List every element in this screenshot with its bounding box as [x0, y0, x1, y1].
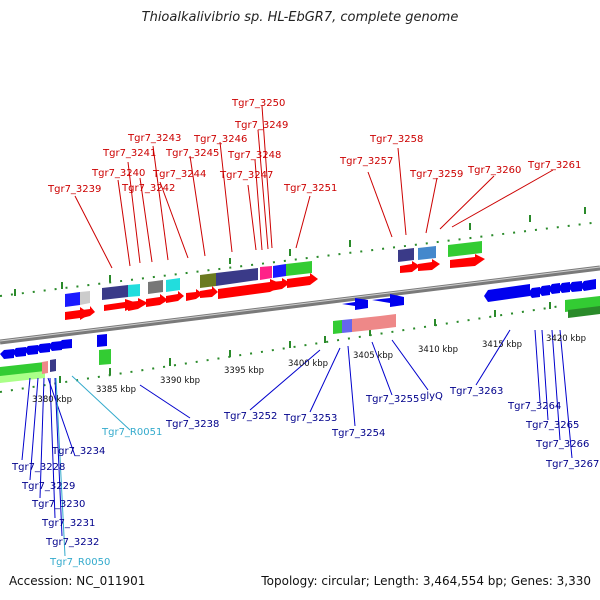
- gene-label: Tgr7_3230: [31, 499, 85, 510]
- kbp-label: 3380 kbp: [32, 395, 72, 405]
- map-title: Thioalkalivibrio sp. HL-EbGR7, complete …: [141, 10, 459, 25]
- kbp-labels: 3380 kbp 3385 kbp 3390 kbp 3395 kbp 3400…: [32, 334, 586, 405]
- bottom-label-connectors: [21, 329, 573, 537]
- top-gene-labels: Tgr7_3250 Tgr7_3249 Tgr7_3243 Tgr7_3246 …: [47, 98, 581, 195]
- gene-label: Tgr7_3234: [51, 446, 105, 457]
- kbp-label: 3405 kbp: [353, 351, 393, 361]
- gene-label: Tgr7_3253: [283, 413, 337, 424]
- kbp-label: 3410 kbp: [418, 345, 458, 355]
- ruler-ticks: [14, 207, 586, 383]
- gene-label: Tgr7_3265: [525, 420, 579, 431]
- gene-label: Tgr7_3257: [339, 156, 393, 167]
- top-label-connectors: [74, 105, 554, 269]
- outer-ruler-top: [0, 221, 600, 297]
- forward-gene-arrows: [65, 254, 485, 320]
- gene-label: Tgr7_3238: [165, 419, 219, 430]
- gene-label: Tgr7_3232: [45, 537, 99, 548]
- accession-text: Accession: NC_011901: [9, 574, 146, 588]
- genome-backbone: [0, 265, 600, 345]
- kbp-label: 3395 kbp: [224, 366, 264, 376]
- gene-label: Tgr7_3254: [331, 428, 385, 439]
- gene-label: Tgr7_3241: [102, 148, 156, 159]
- gene-label: Tgr7_3245: [165, 148, 219, 159]
- gene-label: glyQ: [420, 391, 443, 402]
- gene-label: Tgr7_3261: [527, 160, 581, 171]
- gene-label: Tgr7_3250: [231, 98, 285, 109]
- bottom-gene-labels: Tgr7_3252 Tgr7_3253 Tgr7_3254 Tgr7_3255 …: [11, 386, 599, 568]
- upper-feature-row: [65, 241, 600, 312]
- lower-feature-row: [99, 306, 600, 365]
- kbp-label: 3415 kbp: [482, 340, 522, 350]
- gene-label: Tgr7_3242: [121, 183, 175, 194]
- gene-label: Tgr7_3247: [219, 170, 273, 181]
- gene-label: Tgr7_3251: [283, 183, 337, 194]
- gene-label: Tgr7_3239: [47, 184, 101, 195]
- gene-label: Tgr7_3260: [467, 165, 521, 176]
- trna-connector: [71, 375, 131, 431]
- gene-label: Tgr7_R0050: [49, 557, 110, 568]
- gene-label: Tgr7_3264: [507, 401, 561, 412]
- kbp-label: 3420 kbp: [546, 334, 586, 344]
- kbp-label: 3400 kbp: [288, 359, 328, 369]
- reverse-gene-arrows-upper: [97, 279, 596, 347]
- gene-label: Tgr7_3240: [91, 168, 145, 179]
- gene-label: Tgr7_3267: [545, 459, 599, 470]
- gene-label: Tgr7_R0051: [101, 427, 162, 438]
- gene-label: Tgr7_3231: [41, 518, 95, 529]
- gene-label: Tgr7_3259: [409, 169, 463, 180]
- gene-label: Tgr7_3263: [449, 386, 503, 397]
- gene-label: Tgr7_3252: [223, 411, 277, 422]
- kbp-label: 3390 kbp: [160, 376, 200, 386]
- gene-label: Tgr7_3255: [365, 394, 419, 405]
- gene-label: Tgr7_3249: [234, 120, 288, 131]
- gene-label: Tgr7_3246: [193, 134, 247, 145]
- gene-label: Tgr7_3243: [127, 133, 181, 144]
- genome-info-text: Topology: circular; Length: 3,464,554 bp…: [261, 574, 591, 588]
- reverse-gene-arrows-left: [0, 339, 72, 359]
- left-feature-block: [0, 359, 56, 383]
- gene-label: Tgr7_3228: [11, 462, 65, 473]
- trna-connector-2: [55, 377, 66, 557]
- gene-label: Tgr7_3229: [21, 481, 75, 492]
- gene-label: Tgr7_3248: [227, 150, 281, 161]
- kbp-label: 3385 kbp: [96, 385, 136, 395]
- gene-label: Tgr7_3244: [152, 169, 206, 180]
- gene-label: Tgr7_3266: [535, 439, 589, 450]
- gene-label: Tgr7_3258: [369, 134, 423, 145]
